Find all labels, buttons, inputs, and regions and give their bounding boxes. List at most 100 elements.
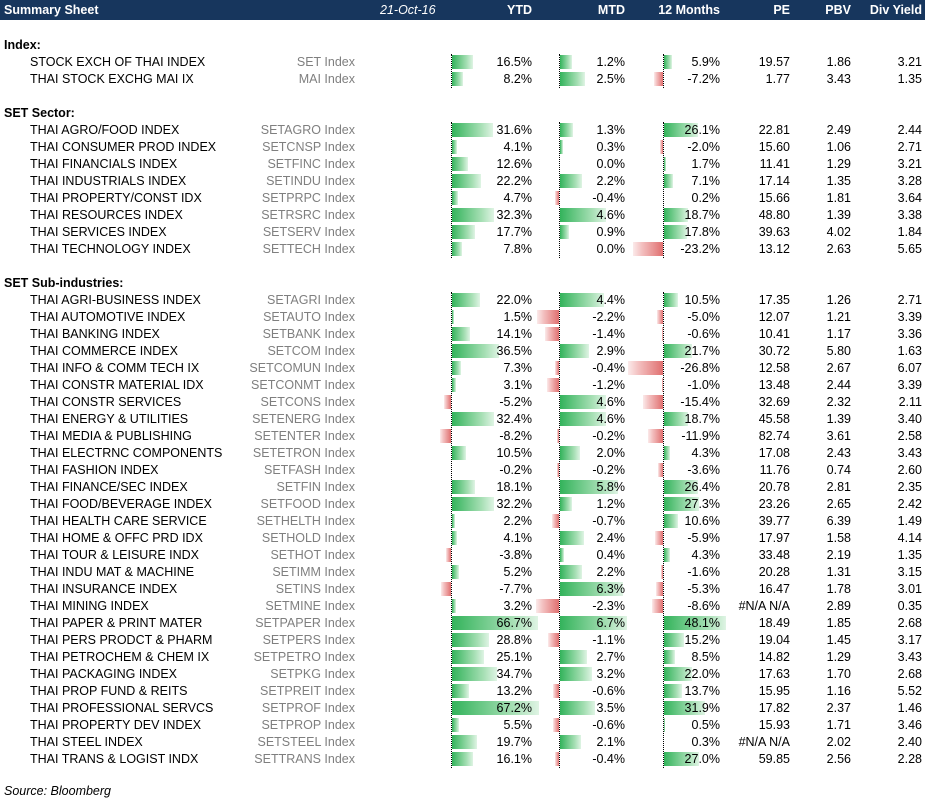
- ytd-value: 7.3%: [503, 361, 533, 375]
- div-yield-value: 3.15: [897, 565, 922, 579]
- mtd-value: -0.6%: [592, 684, 625, 698]
- mtd-bar: [560, 667, 593, 681]
- mtd-axis-line: [559, 292, 560, 768]
- index-name: THAI PROPERTY/CONST IDX: [30, 191, 202, 205]
- pbv-value: 4.02: [826, 225, 851, 239]
- m12-bar: [664, 514, 678, 528]
- pe-value: 18.49: [758, 616, 790, 630]
- mtd-bar: [551, 514, 559, 528]
- ticker: SETSTEEL Index: [257, 735, 356, 749]
- ytd-bar: [452, 633, 490, 647]
- m12-bar: [664, 174, 674, 188]
- m12-bar: [651, 599, 663, 613]
- twelve-month-value: -5.9%: [687, 531, 720, 545]
- pbv-value: 1.71: [826, 718, 851, 732]
- pe-value: 13.48: [758, 378, 790, 392]
- index-name: STOCK EXCH OF THAI INDEX: [30, 55, 206, 69]
- mtd-bar: [560, 344, 590, 358]
- pbv-value: 1.85: [826, 616, 851, 630]
- pe-value: 17.08: [758, 446, 790, 460]
- pbv-value: 0.74: [826, 463, 851, 477]
- ytd-value: 36.5%: [496, 344, 532, 358]
- m12-bar: [664, 718, 665, 732]
- pe-value: #N/A N/A: [738, 735, 790, 749]
- ytd-bar: [452, 514, 455, 528]
- ytd-value: 8.2%: [503, 72, 533, 86]
- twelve-month-value: 5.9%: [691, 55, 721, 69]
- ticker: SETMINE Index: [265, 599, 355, 613]
- pe-value: 19.57: [758, 55, 790, 69]
- ticker: SETAGRI Index: [267, 293, 355, 307]
- pe-value: 16.47: [758, 582, 790, 596]
- ytd-value: 66.7%: [496, 616, 532, 630]
- ytd-value: 4.1%: [503, 531, 533, 545]
- table-row: THAI SERVICES INDEX SETSERV Index 17.7% 0.9…: [0, 224, 925, 241]
- index-name: THAI ELECTRNC COMPONENTS: [30, 446, 223, 460]
- table-row: THAI INDU MAT & MACHINE SETIMM Index 5.2% 2…: [0, 564, 925, 581]
- ytd-bar: [452, 531, 458, 545]
- table-row: STOCK EXCH OF THAI INDEX SET Index 16.5% 1.…: [0, 54, 925, 71]
- table-row: THAI TOUR & LEISURE INDX SETHOT Index -3.8…: [0, 547, 925, 564]
- ytd-bar: [452, 361, 462, 375]
- ticker: SET Index: [296, 55, 355, 69]
- pe-value: 11.41: [759, 157, 790, 171]
- ticker: SETPKG Index: [270, 667, 355, 681]
- mtd-axis-line: [559, 54, 560, 88]
- mtd-bar: [546, 378, 559, 392]
- div-yield-value: 1.35: [897, 72, 922, 86]
- ytd-bar: [452, 208, 494, 222]
- index-name: THAI PETROCHEM & CHEM IX: [30, 650, 210, 664]
- mtd-value: 0.9%: [596, 225, 626, 239]
- div-yield-value: 3.39: [897, 310, 922, 324]
- ticker: SETAGRO Index: [260, 123, 355, 137]
- ytd-bar: [452, 701, 539, 715]
- ticker: SETINS Index: [275, 582, 355, 596]
- col-header-div-yield: Div Yield: [869, 3, 922, 17]
- col-header-mtd: MTD: [597, 3, 625, 17]
- pe-value: 14.82: [758, 650, 790, 664]
- table-row: THAI PROPERTY/CONST IDX SETPRPC Index 4.7%…: [0, 190, 925, 207]
- ytd-bar: [452, 123, 493, 137]
- ytd-bar: [452, 412, 494, 426]
- ticker: SETFOOD Index: [260, 497, 355, 511]
- table-row: THAI FASHION INDEX SETFASH Index -0.2% -0.2…: [0, 462, 925, 479]
- div-yield-value: 2.71: [897, 140, 922, 154]
- pbv-value: 1.78: [826, 582, 851, 596]
- div-yield-value: 3.21: [897, 55, 922, 69]
- pbv-value: 2.49: [826, 123, 851, 137]
- ticker: SETETRON Index: [252, 446, 355, 460]
- ytd-value: 28.8%: [496, 633, 532, 647]
- pe-value: 12.58: [758, 361, 790, 375]
- index-name: THAI AGRO/FOOD INDEX: [30, 123, 180, 137]
- table-row: THAI MINING INDEX SETMINE Index 3.2% -2.3% -…: [0, 598, 925, 615]
- ytd-value: 67.2%: [496, 701, 532, 715]
- pbv-value: 1.39: [826, 208, 851, 222]
- mtd-bar: [560, 208, 607, 222]
- twelve-month-value: 4.3%: [691, 446, 721, 460]
- ytd-bar: [452, 174, 481, 188]
- div-yield-value: 3.40: [897, 412, 922, 426]
- pe-value: 17.35: [758, 293, 790, 307]
- twelve-month-value: 7.1%: [691, 174, 721, 188]
- m12-bar: [643, 395, 663, 409]
- ticker: SETHELTH Index: [256, 514, 355, 528]
- mtd-value: 2.1%: [596, 735, 626, 749]
- mtd-bar: [560, 412, 607, 426]
- table-row: THAI FINANCIALS INDEX SETFINC Index 12.6% 0…: [0, 156, 925, 173]
- mtd-value: -1.1%: [592, 633, 625, 647]
- ytd-value: 5.5%: [503, 718, 533, 732]
- ytd-value: 3.2%: [503, 599, 533, 613]
- pbv-value: 3.61: [826, 429, 851, 443]
- ytd-bar: [452, 735, 478, 749]
- pbv-value: 1.86: [826, 55, 851, 69]
- pbv-value: 1.29: [826, 650, 851, 664]
- ytd-bar: [452, 650, 485, 664]
- pbv-value: 1.17: [826, 327, 851, 341]
- table-row: THAI INSURANCE INDEX SETINS Index -7.7% 6.3…: [0, 581, 925, 598]
- twelve-month-value: 4.3%: [691, 548, 721, 562]
- mtd-value: -0.4%: [592, 191, 625, 205]
- pbv-value: 1.06: [826, 140, 851, 154]
- pe-value: 10.41: [758, 327, 790, 341]
- m12-bar: [660, 140, 663, 154]
- twelve-month-value: -5.0%: [687, 310, 720, 324]
